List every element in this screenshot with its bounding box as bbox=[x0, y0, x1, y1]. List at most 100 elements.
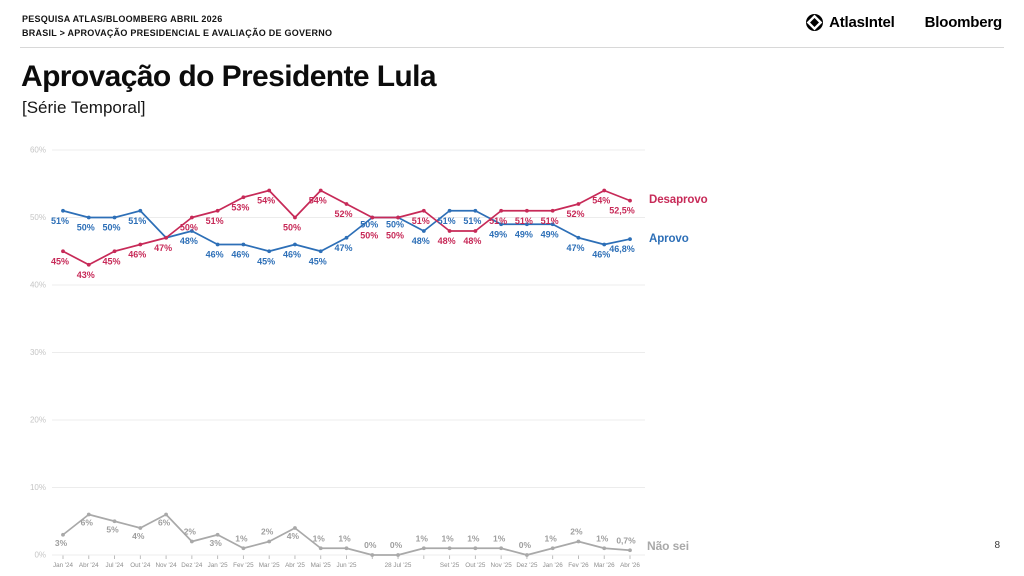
svg-text:46%: 46% bbox=[283, 250, 301, 260]
svg-text:51%: 51% bbox=[206, 216, 224, 226]
page-number: 8 bbox=[994, 540, 1000, 551]
svg-text:0%: 0% bbox=[519, 540, 532, 550]
svg-text:51%: 51% bbox=[489, 216, 507, 226]
svg-text:48%: 48% bbox=[438, 236, 456, 246]
svg-text:1%: 1% bbox=[596, 533, 609, 543]
svg-text:50%: 50% bbox=[386, 231, 404, 241]
svg-text:50%: 50% bbox=[30, 213, 46, 222]
svg-text:51%: 51% bbox=[128, 216, 146, 226]
svg-text:46%: 46% bbox=[206, 250, 224, 260]
svg-text:45%: 45% bbox=[51, 256, 69, 266]
series-label-aprovo: Aprovo bbox=[649, 233, 689, 245]
svg-text:Abr '25: Abr '25 bbox=[285, 562, 305, 569]
svg-text:Out '25: Out '25 bbox=[465, 562, 486, 569]
svg-text:3%: 3% bbox=[55, 538, 68, 548]
svg-text:Out '24: Out '24 bbox=[130, 562, 151, 569]
report-header: PESQUISA ATLAS/BLOOMBERG ABRIL 2026 BRAS… bbox=[22, 13, 332, 41]
svg-text:10%: 10% bbox=[30, 483, 46, 492]
svg-text:28 Jul '25: 28 Jul '25 bbox=[385, 562, 412, 569]
svg-text:Fev '26: Fev '26 bbox=[568, 562, 589, 569]
svg-text:2%: 2% bbox=[184, 527, 197, 537]
svg-text:Nov '25: Nov '25 bbox=[491, 562, 513, 569]
svg-text:1%: 1% bbox=[493, 533, 506, 543]
svg-text:4%: 4% bbox=[287, 531, 300, 541]
header-divider bbox=[20, 47, 1004, 48]
svg-text:46,8%: 46,8% bbox=[609, 244, 635, 254]
svg-text:4%: 4% bbox=[132, 531, 145, 541]
svg-text:47%: 47% bbox=[566, 243, 584, 253]
svg-text:40%: 40% bbox=[30, 281, 46, 290]
svg-text:Jan '26: Jan '26 bbox=[543, 562, 564, 569]
page-title: Aprovação do Presidente Lula bbox=[21, 60, 437, 93]
svg-text:51%: 51% bbox=[438, 216, 456, 226]
svg-text:Fev '25: Fev '25 bbox=[233, 562, 254, 569]
svg-text:Mar '26: Mar '26 bbox=[594, 562, 615, 569]
svg-text:52,5%: 52,5% bbox=[609, 206, 635, 216]
svg-text:50%: 50% bbox=[386, 220, 404, 230]
svg-text:1%: 1% bbox=[338, 533, 351, 543]
svg-text:49%: 49% bbox=[515, 229, 533, 239]
svg-text:1%: 1% bbox=[235, 533, 248, 543]
svg-text:Nov '24: Nov '24 bbox=[156, 562, 178, 569]
svg-text:Mar '25: Mar '25 bbox=[259, 562, 280, 569]
svg-text:30%: 30% bbox=[30, 348, 46, 357]
svg-text:49%: 49% bbox=[541, 229, 559, 239]
svg-text:Set '25: Set '25 bbox=[440, 562, 460, 569]
svg-text:45%: 45% bbox=[257, 256, 275, 266]
svg-text:3%: 3% bbox=[209, 538, 222, 548]
svg-text:2%: 2% bbox=[570, 527, 583, 537]
svg-text:1%: 1% bbox=[416, 533, 429, 543]
svg-text:52%: 52% bbox=[334, 209, 352, 219]
svg-text:45%: 45% bbox=[103, 256, 121, 266]
svg-text:54%: 54% bbox=[592, 196, 610, 206]
svg-text:Jan '24: Jan '24 bbox=[53, 562, 74, 569]
bloomberg-wordmark: Bloomberg bbox=[924, 14, 1003, 31]
svg-text:53%: 53% bbox=[231, 202, 249, 212]
svg-text:0%: 0% bbox=[34, 551, 46, 560]
svg-text:Abr '24: Abr '24 bbox=[79, 562, 99, 569]
svg-text:51%: 51% bbox=[463, 216, 481, 226]
svg-text:54%: 54% bbox=[257, 196, 275, 206]
report-header-line1: PESQUISA ATLAS/BLOOMBERG ABRIL 2026 bbox=[22, 14, 223, 24]
brand-logos: AtlasIntel Bloomberg bbox=[806, 14, 1002, 31]
svg-text:50%: 50% bbox=[180, 223, 198, 233]
svg-text:48%: 48% bbox=[412, 236, 430, 246]
svg-text:50%: 50% bbox=[360, 220, 378, 230]
svg-text:Dez '25: Dez '25 bbox=[516, 562, 538, 569]
svg-text:50%: 50% bbox=[103, 223, 121, 233]
svg-text:51%: 51% bbox=[412, 216, 430, 226]
svg-text:52%: 52% bbox=[566, 209, 584, 219]
svg-text:47%: 47% bbox=[154, 243, 172, 253]
svg-text:54%: 54% bbox=[309, 196, 327, 206]
svg-text:1%: 1% bbox=[467, 533, 480, 543]
svg-text:Dez '24: Dez '24 bbox=[181, 562, 203, 569]
svg-text:0%: 0% bbox=[390, 540, 403, 550]
svg-text:6%: 6% bbox=[81, 518, 94, 528]
svg-text:51%: 51% bbox=[515, 216, 533, 226]
atlasintel-wordmark: AtlasIntel bbox=[829, 14, 895, 31]
svg-text:49%: 49% bbox=[489, 229, 507, 239]
report-header-breadcrumb: BRASIL > APROVAÇÃO PRESIDENCIAL E AVALIA… bbox=[22, 27, 333, 38]
svg-text:0,7%: 0,7% bbox=[616, 535, 636, 545]
atlasintel-logo: AtlasIntel bbox=[806, 14, 895, 31]
svg-text:2%: 2% bbox=[261, 527, 274, 537]
series-label-desaprovo: Desaprovo bbox=[649, 194, 708, 206]
svg-text:48%: 48% bbox=[180, 236, 198, 246]
svg-text:20%: 20% bbox=[30, 416, 46, 425]
svg-text:45%: 45% bbox=[309, 256, 327, 266]
svg-text:Mai '25: Mai '25 bbox=[311, 562, 332, 569]
svg-text:1%: 1% bbox=[441, 533, 454, 543]
svg-text:Jun '25: Jun '25 bbox=[336, 562, 357, 569]
svg-text:51%: 51% bbox=[51, 216, 69, 226]
atlasintel-icon bbox=[806, 14, 824, 31]
svg-text:47%: 47% bbox=[334, 243, 352, 253]
svg-text:1%: 1% bbox=[313, 533, 326, 543]
svg-text:48%: 48% bbox=[463, 236, 481, 246]
svg-text:Jul '24: Jul '24 bbox=[106, 562, 125, 569]
svg-text:50%: 50% bbox=[283, 223, 301, 233]
svg-text:Jan '25: Jan '25 bbox=[208, 562, 229, 569]
svg-text:Abr '26: Abr '26 bbox=[620, 562, 640, 569]
svg-text:1%: 1% bbox=[545, 533, 558, 543]
